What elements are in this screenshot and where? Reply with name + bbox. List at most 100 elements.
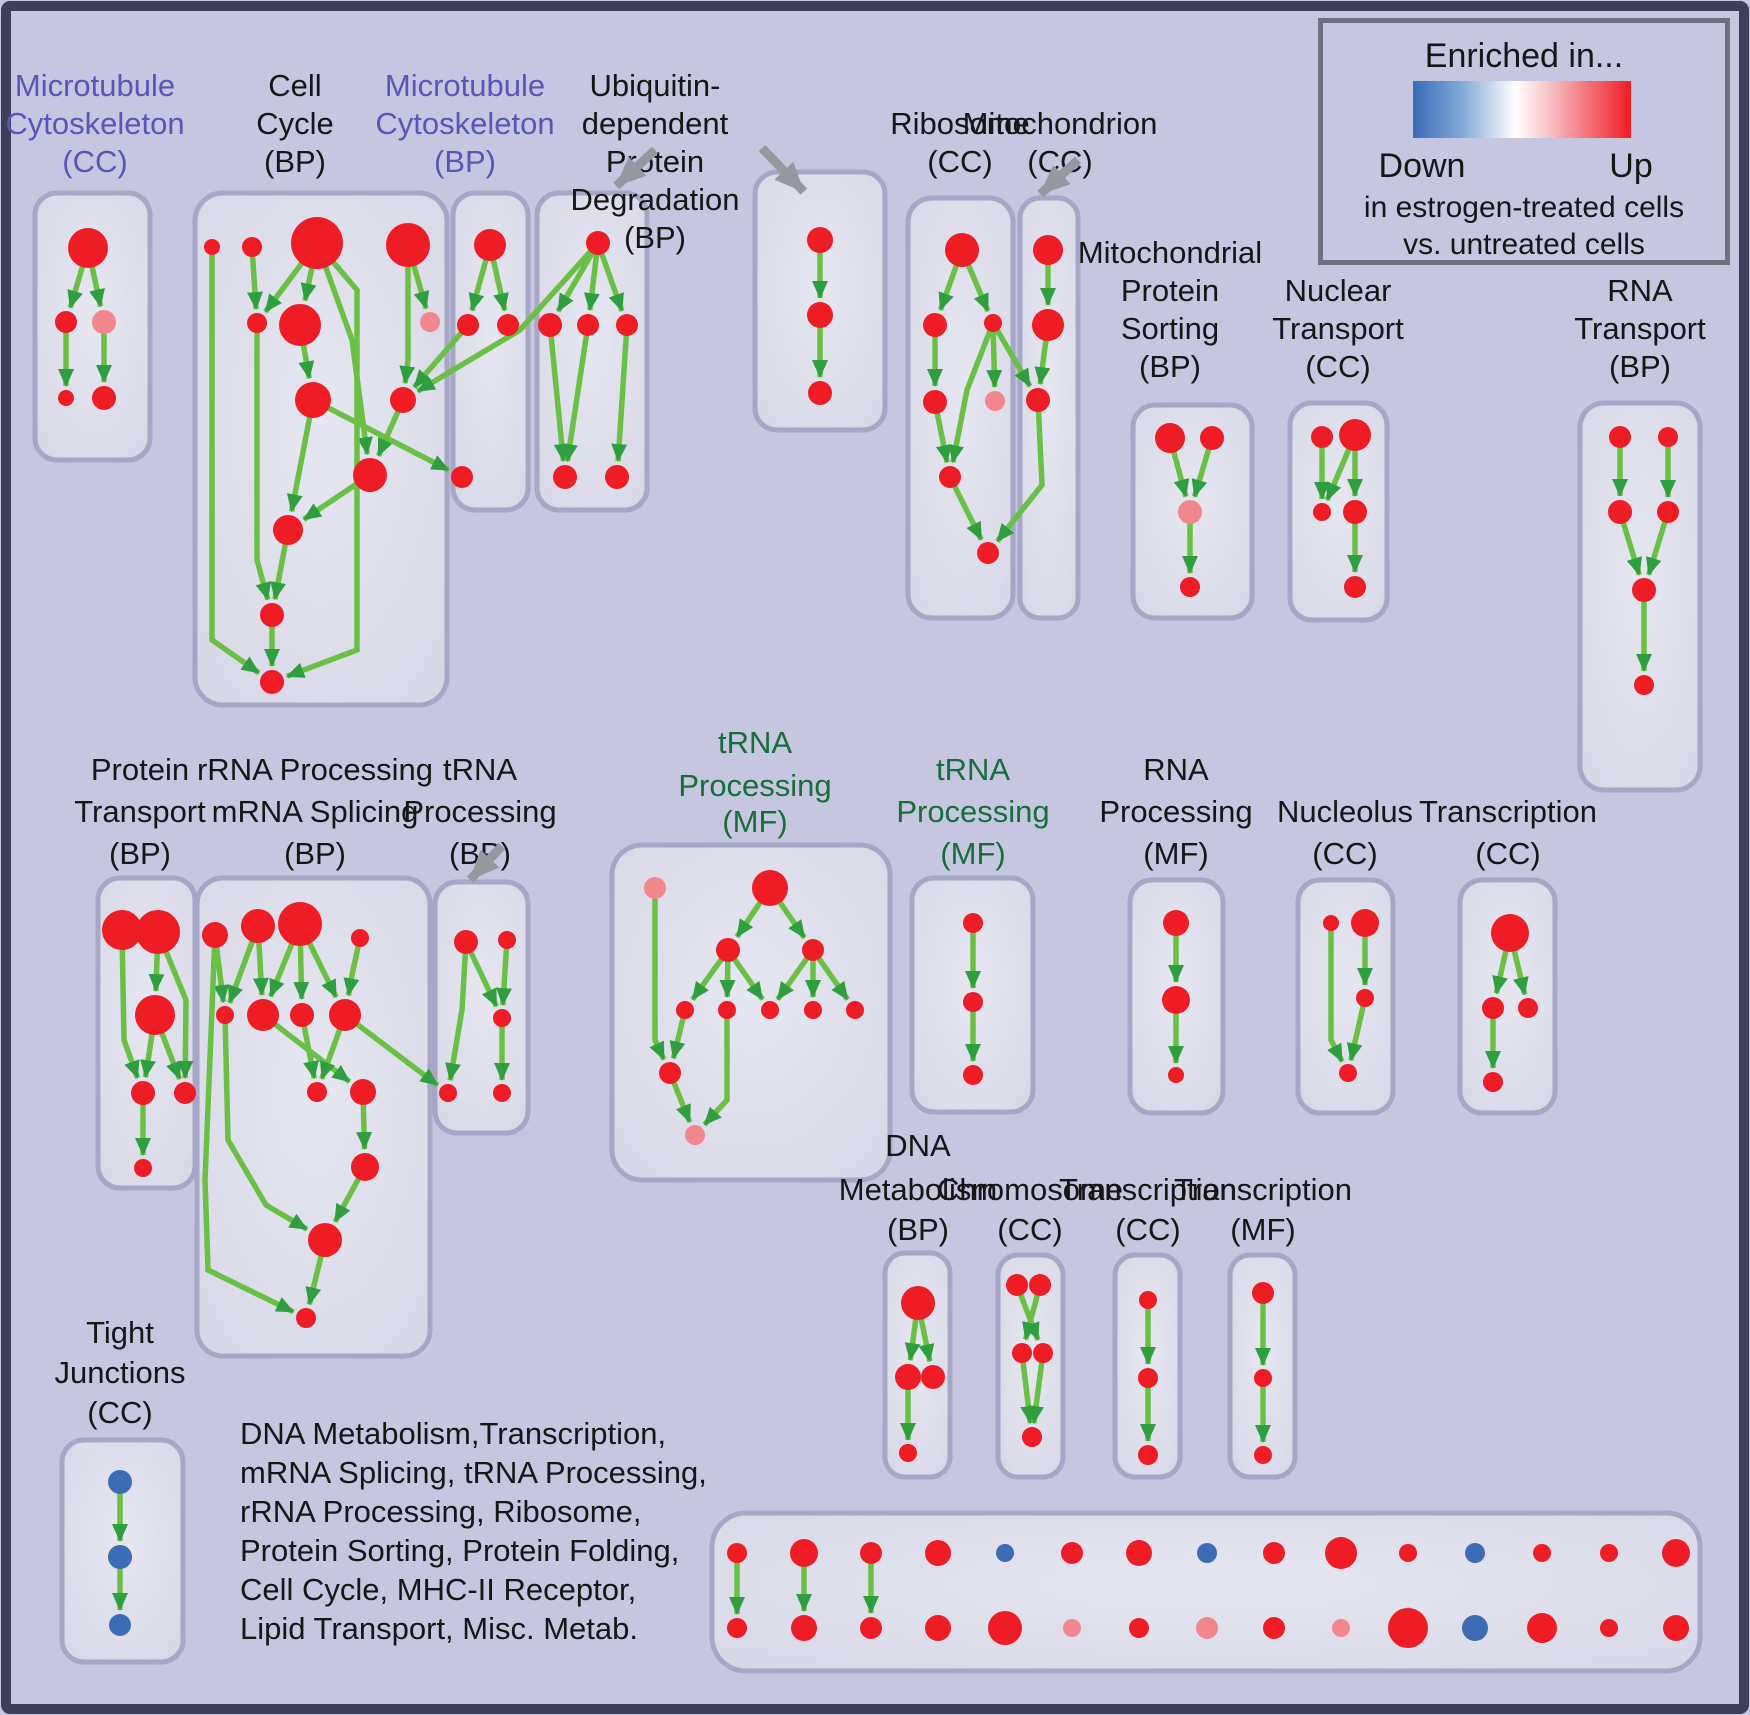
node-miscellaneous-strip-2[interactable] xyxy=(860,1542,882,1564)
node-ribosome-cc-0[interactable] xyxy=(945,233,979,267)
node-miscellaneous-strip-16[interactable] xyxy=(791,1615,817,1641)
node-microtubule-cytoskeleton-cc-0[interactable] xyxy=(68,228,108,268)
node-miscellaneous-strip-29[interactable] xyxy=(1663,1615,1689,1641)
node-rrna-processing-mrna-splicing-bp-1[interactable] xyxy=(241,909,275,943)
node-cell-cycle-bp-0[interactable] xyxy=(204,239,220,255)
node-microtubule-cytoskeleton-cc-4[interactable] xyxy=(92,386,116,410)
node-miscellaneous-strip-6[interactable] xyxy=(1126,1540,1152,1566)
node-rrna-processing-mrna-splicing-bp-11[interactable] xyxy=(308,1223,342,1257)
node-cell-cycle-bp-9[interactable] xyxy=(353,458,387,492)
node-trna-processing-bp-1[interactable] xyxy=(498,931,516,949)
node-miscellaneous-strip-8[interactable] xyxy=(1263,1542,1285,1564)
node-cell-cycle-bp-3[interactable] xyxy=(386,223,430,267)
node-chromosome-cc-0[interactable] xyxy=(1006,1274,1028,1296)
node-trna-processing-mf-large-5[interactable] xyxy=(718,1001,736,1019)
node-transcription-mf-0[interactable] xyxy=(1252,1282,1274,1304)
node-ribosome-cc-1[interactable] xyxy=(923,313,947,337)
node-protein-transport-bp-3[interactable] xyxy=(131,1081,155,1105)
node-rrna-processing-mrna-splicing-bp-6[interactable] xyxy=(290,1003,314,1027)
node-dna-metabolism-bp-0[interactable] xyxy=(901,1286,935,1320)
node-nuclear-transport-cc-1[interactable] xyxy=(1339,419,1371,451)
node-nucleolus-cc-2[interactable] xyxy=(1356,989,1374,1007)
node-miscellaneous-strip-27[interactable] xyxy=(1527,1613,1557,1643)
node-ubiquitin-degradation-bp-b-2[interactable] xyxy=(808,381,832,405)
node-nuclear-transport-cc-2[interactable] xyxy=(1313,503,1331,521)
node-rna-transport-bp-2[interactable] xyxy=(1608,500,1632,524)
node-microtubule-cytoskeleton-bp-3[interactable] xyxy=(451,466,473,488)
node-microtubule-cytoskeleton-cc-2[interactable] xyxy=(92,310,116,334)
node-transcription-cc-upper-2[interactable] xyxy=(1518,998,1538,1018)
node-protein-transport-bp-2[interactable] xyxy=(135,995,175,1035)
node-miscellaneous-strip-24[interactable] xyxy=(1332,1619,1350,1637)
node-miscellaneous-strip-14[interactable] xyxy=(1662,1539,1690,1567)
node-nuclear-transport-cc-3[interactable] xyxy=(1343,500,1367,524)
node-miscellaneous-strip-12[interactable] xyxy=(1533,1544,1551,1562)
node-chromosome-cc-2[interactable] xyxy=(1012,1343,1032,1363)
node-rna-processing-mf-2[interactable] xyxy=(1168,1067,1184,1083)
node-trna-processing-mf-large-2[interactable] xyxy=(716,938,740,962)
node-dna-metabolism-bp-1[interactable] xyxy=(895,1364,921,1390)
node-transcription-mf-1[interactable] xyxy=(1254,1369,1272,1387)
node-miscellaneous-strip-15[interactable] xyxy=(727,1618,747,1638)
node-ubiquitin-degradation-bp-a-3[interactable] xyxy=(616,314,638,336)
node-protein-transport-bp-1[interactable] xyxy=(136,910,180,954)
node-miscellaneous-strip-3[interactable] xyxy=(925,1540,951,1566)
node-transcription-cc-lower-1[interactable] xyxy=(1138,1368,1158,1388)
node-ubiquitin-degradation-bp-a-0[interactable] xyxy=(586,231,610,255)
node-ubiquitin-degradation-bp-a-4[interactable] xyxy=(553,465,577,489)
node-dna-metabolism-bp-2[interactable] xyxy=(921,1365,945,1389)
node-miscellaneous-strip-18[interactable] xyxy=(925,1615,951,1641)
node-miscellaneous-strip-4[interactable] xyxy=(996,1544,1014,1562)
node-mitochondrion-cc-1[interactable] xyxy=(1032,309,1064,341)
node-cell-cycle-bp-2[interactable] xyxy=(291,217,343,269)
node-miscellaneous-strip-20[interactable] xyxy=(1063,1619,1081,1637)
node-tight-junctions-cc-2[interactable] xyxy=(109,1614,131,1636)
node-rrna-processing-mrna-splicing-bp-5[interactable] xyxy=(247,999,279,1031)
node-transcription-cc-lower-2[interactable] xyxy=(1138,1445,1158,1465)
node-trna-processing-mf-small-0[interactable] xyxy=(963,913,983,933)
node-trna-processing-mf-large-0[interactable] xyxy=(644,877,666,899)
node-nucleolus-cc-3[interactable] xyxy=(1339,1064,1357,1082)
node-cell-cycle-bp-11[interactable] xyxy=(260,603,284,627)
node-microtubule-cytoskeleton-cc-1[interactable] xyxy=(55,311,77,333)
node-cell-cycle-bp-5[interactable] xyxy=(279,304,321,346)
node-tight-junctions-cc-0[interactable] xyxy=(108,1470,132,1494)
node-protein-transport-bp-0[interactable] xyxy=(102,910,142,950)
node-dna-metabolism-bp-3[interactable] xyxy=(899,1444,917,1462)
node-trna-processing-mf-large-8[interactable] xyxy=(846,1001,864,1019)
node-trna-processing-mf-large-1[interactable] xyxy=(752,870,788,906)
node-ribosome-cc-4[interactable] xyxy=(985,391,1005,411)
node-ubiquitin-degradation-bp-b-0[interactable] xyxy=(807,227,833,253)
node-cell-cycle-bp-10[interactable] xyxy=(273,515,303,545)
node-rrna-processing-mrna-splicing-bp-9[interactable] xyxy=(350,1079,376,1105)
node-transcription-mf-2[interactable] xyxy=(1254,1446,1272,1464)
node-rna-transport-bp-4[interactable] xyxy=(1632,578,1656,602)
node-trna-processing-bp-4[interactable] xyxy=(493,1084,511,1102)
node-transcription-cc-upper-0[interactable] xyxy=(1491,914,1529,952)
node-rrna-processing-mrna-splicing-bp-2[interactable] xyxy=(278,902,322,946)
node-trna-processing-mf-large-3[interactable] xyxy=(802,939,824,961)
node-miscellaneous-strip-5[interactable] xyxy=(1061,1542,1083,1564)
node-ubiquitin-degradation-bp-a-1[interactable] xyxy=(538,313,562,337)
node-mitochondrion-cc-2[interactable] xyxy=(1026,388,1050,412)
node-trna-processing-mf-large-6[interactable] xyxy=(761,1001,779,1019)
node-miscellaneous-strip-21[interactable] xyxy=(1129,1618,1149,1638)
node-ribosome-cc-3[interactable] xyxy=(923,390,947,414)
node-trna-processing-mf-large-7[interactable] xyxy=(804,1001,822,1019)
node-trna-processing-mf-small-2[interactable] xyxy=(963,1065,983,1085)
node-rna-processing-mf-0[interactable] xyxy=(1163,910,1189,936)
node-rna-processing-mf-1[interactable] xyxy=(1162,986,1190,1014)
node-miscellaneous-strip-7[interactable] xyxy=(1197,1543,1217,1563)
node-rna-transport-bp-1[interactable] xyxy=(1658,427,1678,447)
node-trna-processing-mf-small-1[interactable] xyxy=(963,992,983,1012)
node-miscellaneous-strip-11[interactable] xyxy=(1465,1543,1485,1563)
node-mitochondrion-cc-0[interactable] xyxy=(1033,235,1063,265)
node-microtubule-cytoskeleton-bp-1[interactable] xyxy=(457,314,479,336)
node-trna-processing-bp-3[interactable] xyxy=(439,1084,457,1102)
node-trna-processing-mf-large-4[interactable] xyxy=(676,1001,694,1019)
node-mitochondrial-protein-sorting-bp-3[interactable] xyxy=(1180,577,1200,597)
node-transcription-cc-upper-3[interactable] xyxy=(1483,1072,1503,1092)
node-nuclear-transport-cc-4[interactable] xyxy=(1344,576,1366,598)
node-cell-cycle-bp-4[interactable] xyxy=(247,313,267,333)
node-ubiquitin-degradation-bp-a-2[interactable] xyxy=(577,314,599,336)
